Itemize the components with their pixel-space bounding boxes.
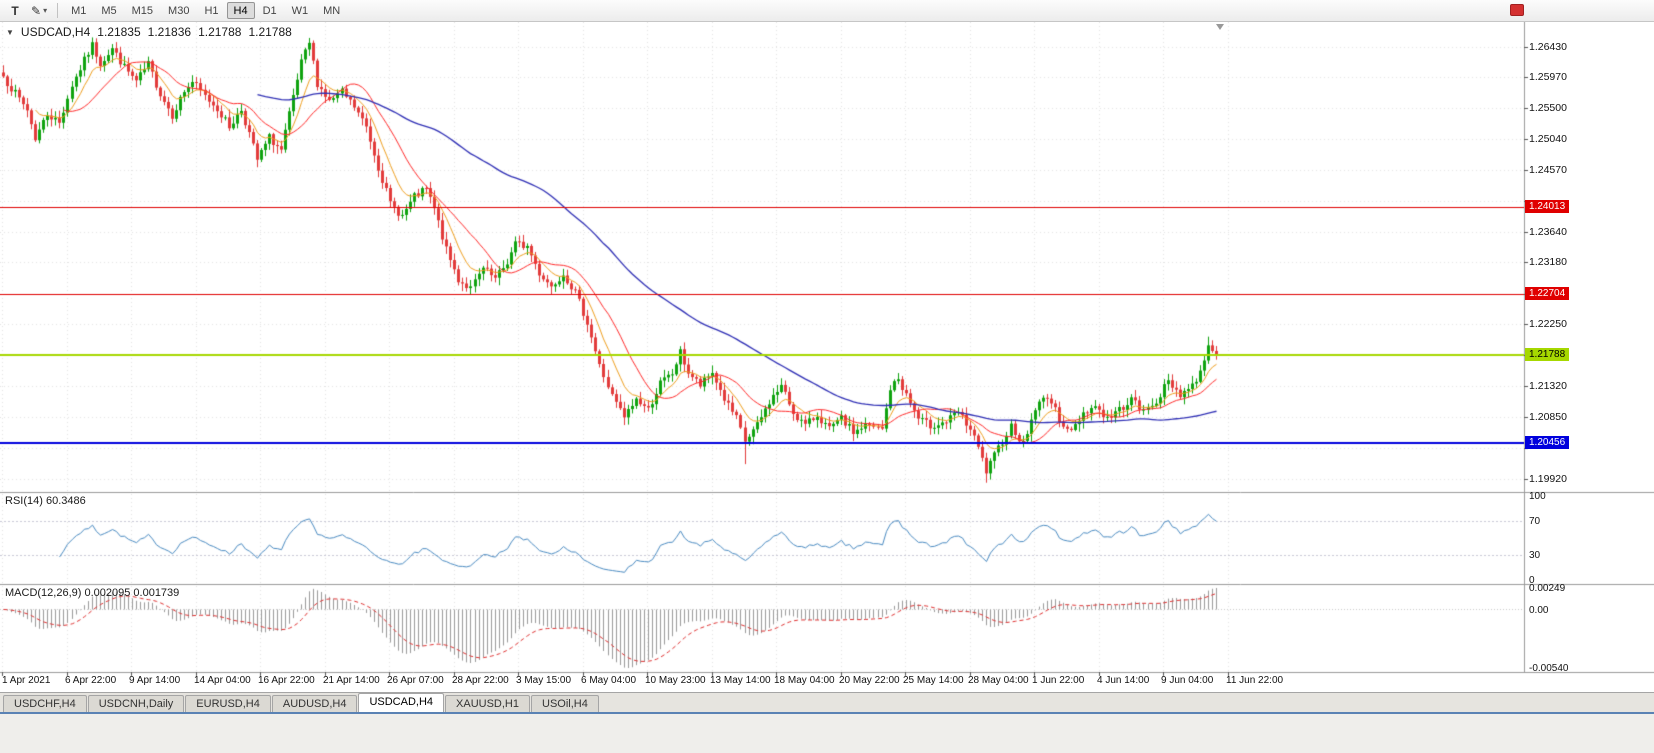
timeframe-m15-button[interactable]: M15 [125, 2, 160, 19]
timeframe-m30-button[interactable]: M30 [161, 2, 196, 19]
chart-tab-bar: USDCHF,H4 USDCNH,Daily EURUSD,H4 AUDUSD,H4 U… [0, 692, 1654, 712]
text-tool-button[interactable]: T [4, 2, 26, 20]
draw-tool-button[interactable]: ✎ ▾ [27, 2, 51, 20]
chart-canvas[interactable] [0, 22, 1654, 692]
rsi-label: RSI(14) 60.3486 [5, 495, 86, 507]
ohlc-high: 1.21836 [147, 25, 192, 39]
timeframe-mn-button[interactable]: MN [316, 2, 347, 19]
chart-tab-eurusd[interactable]: EURUSD,H4 [185, 695, 271, 712]
ohlc-low: 1.21788 [198, 25, 242, 39]
toolbar-separator [57, 3, 59, 18]
timeframe-h4-button[interactable]: H4 [226, 2, 255, 19]
symbol-label: USDCAD,H4 [20, 25, 91, 39]
chart-area[interactable]: 1.26430 1.25970 1.25500 1.25040 1.24570 1.236… [0, 22, 1654, 692]
timeframe-w1-button[interactable]: W1 [285, 2, 316, 19]
chart-tab-usdchf[interactable]: USDCHF,H4 [3, 695, 87, 712]
alert-icon[interactable] [1510, 4, 1524, 16]
chart-tab-usdcnh[interactable]: USDCNH,Daily [87, 695, 185, 712]
chevron-down-icon: ▾ [43, 6, 48, 15]
chart-header: ▼ USDCAD,H4 1.21835 1.21836 1.21788 1.21… [6, 25, 292, 39]
symbol-dropdown-icon[interactable]: ▼ [6, 27, 14, 37]
chart-tab-usoil[interactable]: USOil,H4 [531, 695, 599, 712]
chart-tab-xauusd[interactable]: XAUUSD,H1 [445, 695, 530, 712]
pencil-icon: ✎ [31, 3, 42, 18]
timeframe-h1-button[interactable]: H1 [197, 2, 225, 19]
status-strip [0, 712, 1654, 753]
toolbar: T ✎ ▾ M1 M5 M15 M30 H1 H4 D1 W1 MN [0, 0, 1654, 22]
macd-label: MACD(12,26,9) 0.002095 0.001739 [5, 587, 180, 599]
timeframe-d1-button[interactable]: D1 [256, 2, 284, 19]
ohlc-open: 1.21835 [97, 25, 141, 39]
text-tool-icon: T [11, 3, 19, 18]
chart-tab-audusd[interactable]: AUDUSD,H4 [271, 695, 358, 712]
timeframe-m5-button[interactable]: M5 [94, 2, 123, 19]
chart-shift-marker-icon[interactable] [1216, 24, 1224, 30]
ohlc-close: 1.21788 [248, 25, 292, 39]
chart-tab-usdcad[interactable]: USDCAD,H4 [358, 693, 445, 712]
timeframe-group: M1 M5 M15 M30 H1 H4 D1 W1 MN [64, 2, 347, 19]
timeframe-m1-button[interactable]: M1 [64, 2, 93, 19]
